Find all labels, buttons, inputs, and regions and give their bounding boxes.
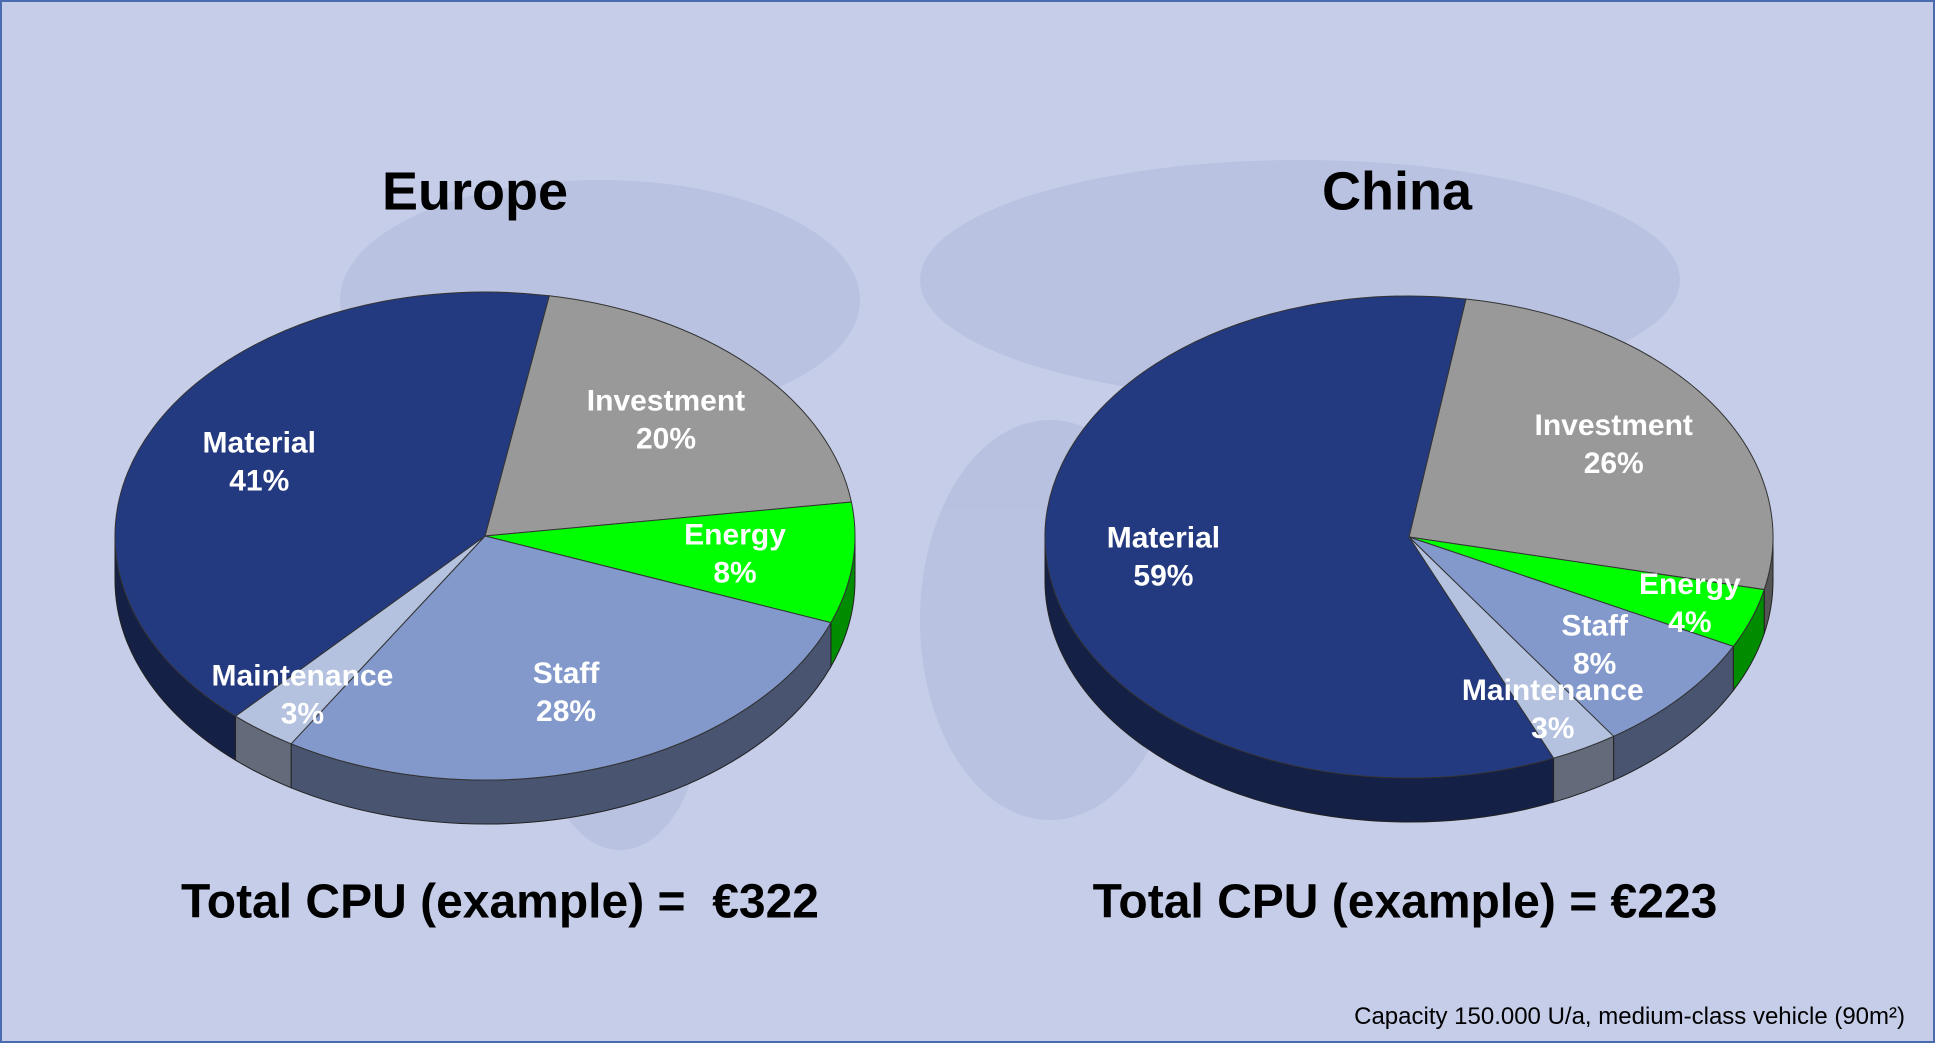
slice-value-label: 20% xyxy=(636,423,696,456)
slice-value-label: 3% xyxy=(1531,712,1574,745)
slice-value-label: 26% xyxy=(1584,447,1644,480)
slice-label: Energy xyxy=(1639,568,1741,601)
slice-label: Material xyxy=(203,427,316,460)
slice-label: Staff xyxy=(533,657,601,690)
chart-title: Europe xyxy=(382,161,568,221)
total-annotation: Total CPU (example) = €322 xyxy=(181,876,819,929)
slice-label: Material xyxy=(1107,521,1220,554)
slice-label: Staff xyxy=(1561,609,1629,642)
slice xyxy=(114,291,550,717)
slice-value-label: 59% xyxy=(1133,559,1193,592)
slice-value-label: 4% xyxy=(1668,606,1711,639)
slice xyxy=(290,535,832,781)
slice-value-label: 3% xyxy=(281,698,324,731)
chart-title: China xyxy=(1322,161,1473,221)
slice-value-label: 8% xyxy=(713,556,756,589)
slice xyxy=(1408,536,1735,737)
slice-value-label: 41% xyxy=(229,465,289,498)
slice-label: Investment xyxy=(587,385,745,418)
total-annotation: Total CPU (example) = €223 xyxy=(1093,876,1718,929)
slice-label: Maintenance xyxy=(212,660,394,693)
slice xyxy=(1408,298,1774,591)
slice-label: Energy xyxy=(684,518,786,551)
slice xyxy=(484,295,853,537)
slice-value-label: 28% xyxy=(536,695,596,728)
footnote: Capacity 150.000 U/a, medium-class vehic… xyxy=(1354,1003,1905,1030)
slice-label: Investment xyxy=(1535,409,1693,442)
slice-label: Maintenance xyxy=(1462,674,1644,707)
slice-value-label: 8% xyxy=(1573,647,1616,680)
slice xyxy=(1044,295,1555,779)
slice xyxy=(484,501,856,624)
